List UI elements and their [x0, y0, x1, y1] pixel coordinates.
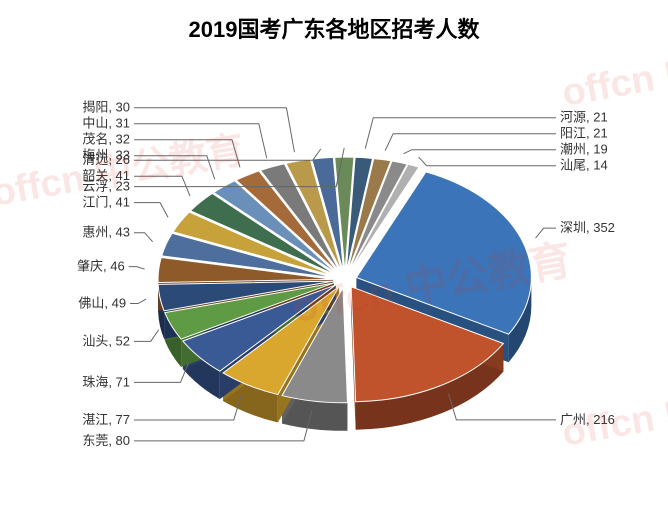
label-leader	[365, 118, 556, 149]
slice-label: 佛山, 49	[78, 296, 126, 311]
slice-label: 肇庆, 46	[77, 259, 125, 274]
label-leader	[536, 228, 556, 238]
slice-label: 汕头, 52	[82, 333, 130, 348]
label-leader	[134, 108, 294, 152]
slice-label: 东莞, 80	[82, 433, 130, 448]
slice-label: 惠州, 43	[82, 225, 130, 240]
slice-label: 广州, 216	[560, 412, 615, 427]
slice-label: 河源, 21	[560, 110, 608, 125]
label-leader	[134, 330, 159, 342]
label-leader	[134, 124, 267, 159]
label-leader	[134, 233, 153, 242]
label-leader	[129, 267, 145, 270]
slice-label: 汕尾, 14	[560, 158, 608, 173]
label-leader	[385, 134, 556, 151]
pie-chart: 深圳, 352 广州, 216 东莞, 80 湛江, 77 珠海, 71 汕头, 52 佛山…	[0, 0, 668, 515]
label-leader	[134, 140, 240, 168]
slice-label: 清远, 26	[82, 152, 130, 167]
label-leader	[404, 150, 556, 154]
slice-label: 中山, 31	[82, 116, 130, 131]
slice-label: 揭阳, 30	[82, 100, 130, 115]
slice-label: 云浮, 23	[82, 179, 130, 194]
label-leader	[130, 299, 146, 303]
slice-label: 茂名, 32	[82, 132, 130, 147]
label-leader	[419, 157, 556, 166]
slice-label: 潮州, 19	[560, 142, 608, 157]
slice-label: 江门, 41	[82, 195, 130, 210]
slice-label: 深圳, 352	[560, 220, 615, 235]
slice-label: 珠海, 71	[82, 374, 130, 389]
label-leader	[134, 149, 321, 160]
label-leader	[134, 203, 168, 218]
label-leader	[134, 176, 190, 196]
slice-label: 阳江, 21	[560, 126, 608, 141]
slice-label: 湛江, 77	[82, 412, 130, 427]
